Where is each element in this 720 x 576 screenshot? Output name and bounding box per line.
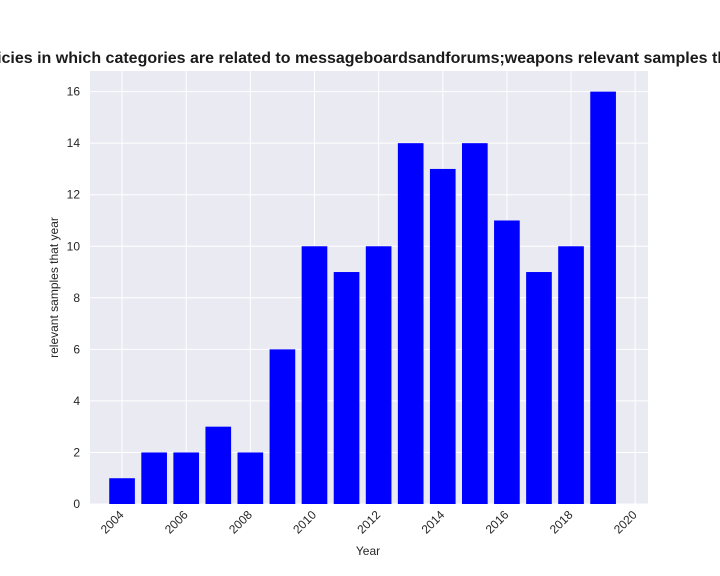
bar-2011 (333, 272, 360, 504)
bar-2012 (365, 246, 392, 504)
bar-2015 (462, 143, 488, 504)
y-axis-ticks: 0 2 4 6 8 10 12 14 16 (67, 85, 81, 511)
x-tick-label: 2008 (226, 508, 255, 537)
bar-2009 (269, 349, 296, 504)
bar-2008 (237, 452, 264, 504)
bar-2013 (397, 143, 424, 504)
chart-title: Number of privacy policies in which cate… (0, 50, 720, 67)
bar-2006 (173, 452, 200, 504)
y-axis-label: relevant samples that year (47, 217, 61, 358)
bars (109, 91, 616, 504)
y-tick-label: 14 (67, 136, 81, 150)
x-tick-label: 2006 (162, 508, 191, 537)
x-axis-label: Year (356, 544, 380, 558)
y-tick-label: 12 (67, 188, 81, 202)
bar-2017 (526, 272, 552, 504)
y-tick-label: 8 (73, 291, 80, 305)
x-tick-label: 2018 (547, 508, 576, 537)
y-tick-label: 10 (67, 239, 81, 253)
bar-2010 (301, 246, 328, 504)
y-tick-label: 2 (73, 445, 80, 459)
x-tick-label: 2012 (354, 508, 383, 537)
y-tick-label: 6 (73, 342, 80, 356)
x-axis-ticks: 2004 2006 2008 2010 2012 2014 2016 2018 2020 (98, 508, 640, 537)
x-tick-label: 2014 (419, 508, 448, 537)
bar-2016 (494, 220, 520, 504)
y-tick-label: 16 (67, 85, 81, 99)
x-tick-label: 2004 (98, 508, 127, 537)
y-tick-label: 0 (73, 497, 80, 511)
bar-2014 (429, 168, 456, 504)
x-tick-label: 2020 (611, 508, 640, 537)
bar-2007 (205, 426, 232, 504)
bar-2018 (558, 246, 584, 504)
bar-2005 (141, 452, 167, 504)
x-tick-label: 2016 (483, 508, 512, 537)
y-tick-label: 4 (73, 394, 80, 408)
bar-2019 (590, 91, 616, 504)
bar-2004 (109, 478, 135, 504)
x-tick-label: 2010 (290, 508, 319, 537)
